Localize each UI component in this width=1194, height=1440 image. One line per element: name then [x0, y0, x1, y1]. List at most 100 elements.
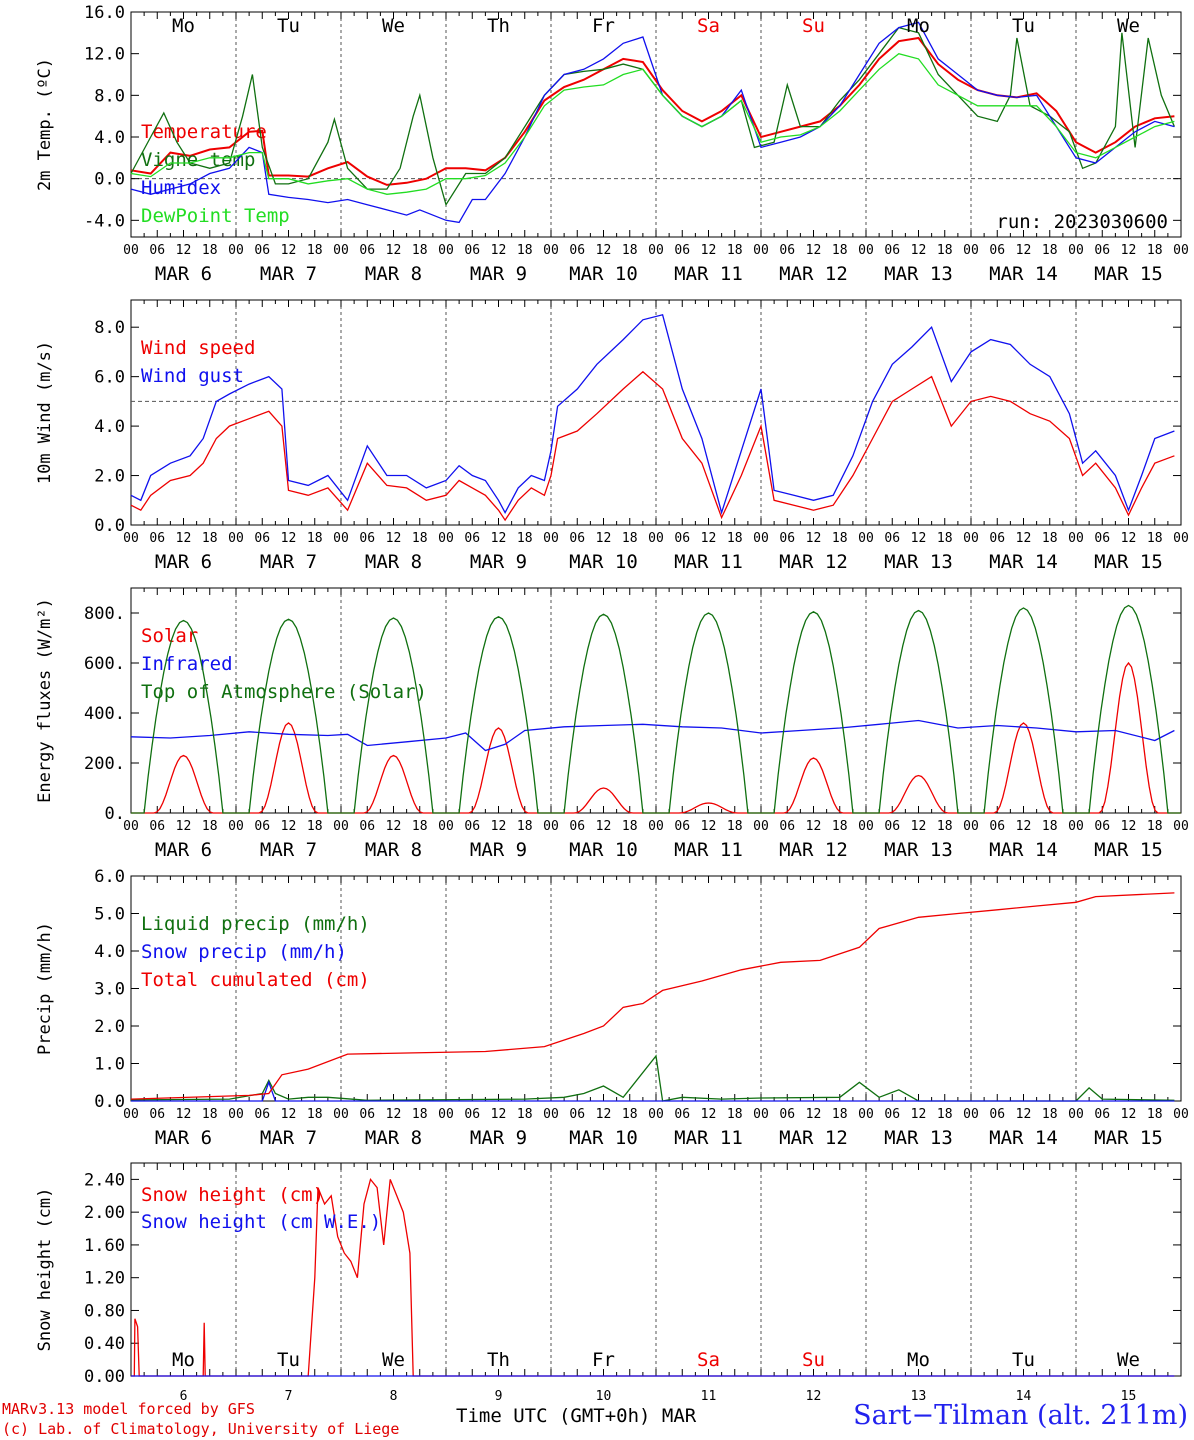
hour-tick-label: 12	[491, 243, 507, 258]
hour-tick-label: 12	[386, 243, 402, 258]
hour-tick-label: 12	[386, 819, 402, 834]
hour-tick-label: 12	[176, 819, 192, 834]
hour-tick-label: 12	[596, 1107, 612, 1122]
date-label: MAR 11	[674, 263, 743, 285]
day-label: Su	[802, 15, 825, 37]
hour-tick-label: 00	[858, 1107, 874, 1122]
hour-tick-label: 00	[543, 243, 559, 258]
day-label: Fr	[592, 15, 615, 37]
hour-tick-label: 06	[779, 531, 795, 546]
hour-tick-label: 12	[1121, 819, 1137, 834]
hour-tick-label: 00	[648, 531, 664, 546]
chart-panel-4: 6.0 5.0 4.0 3.0 2.0 1.0 0.0 Precip (mm/h) Liquid…	[35, 867, 1189, 1149]
hour-tick-label: 06	[254, 819, 270, 834]
hour-tick-label: 18	[727, 819, 743, 834]
hour-tick-label: 18	[1042, 531, 1058, 546]
y-tick-label: 2.40	[84, 1170, 125, 1190]
y-tick-label: 5.0	[94, 905, 125, 925]
date-number: 12	[806, 1389, 822, 1404]
hour-tick-label: 06	[779, 819, 795, 834]
date-number: 8	[390, 1389, 398, 1404]
y-tick-label: 0.40	[84, 1334, 125, 1354]
hour-tick-label: 12	[596, 531, 612, 546]
y-tick-label: 200.	[84, 754, 125, 774]
hour-tick-label: 00	[123, 243, 139, 258]
hour-tick-label: 00	[438, 1107, 454, 1122]
hour-tick-label: 12	[701, 531, 717, 546]
hour-tick-label: 18	[622, 531, 638, 546]
hour-tick-label: 06	[989, 243, 1005, 258]
hour-tick-label: 00	[753, 531, 769, 546]
date-label: MAR 10	[569, 1127, 638, 1149]
day-label: Sa	[697, 1349, 720, 1371]
day-label: Th	[487, 15, 510, 37]
legend-entry: Solar	[141, 625, 198, 647]
date-number: 6	[180, 1389, 188, 1404]
hour-tick-label: 18	[202, 531, 218, 546]
y-tick-label: -4.0	[84, 211, 125, 231]
plot-frame	[130, 11, 1182, 238]
day-label: We	[382, 1349, 405, 1371]
hour-tick-label: 18	[1042, 1107, 1058, 1122]
y-tick-label: 0.00	[84, 1367, 125, 1387]
site-title: Sart−Tilman (alt. 211m)	[853, 1400, 1188, 1431]
hour-tick-label: 12	[806, 531, 822, 546]
hour-tick-label: 00	[1173, 819, 1189, 834]
date-label: MAR 14	[989, 263, 1058, 285]
hour-tick-label: 12	[491, 1107, 507, 1122]
date-label: MAR 10	[569, 263, 638, 285]
hour-tick-label: 00	[858, 243, 874, 258]
hour-tick-label: 00	[753, 819, 769, 834]
hour-tick-label: 00	[333, 243, 349, 258]
date-label: MAR 7	[260, 263, 317, 285]
hour-tick-label: 12	[596, 819, 612, 834]
hour-tick-label: 06	[989, 531, 1005, 546]
hour-tick-label: 00	[753, 243, 769, 258]
hour-tick-label: 18	[832, 1107, 848, 1122]
hour-tick-label: 06	[674, 1107, 690, 1122]
hour-tick-label: 06	[464, 819, 480, 834]
hour-tick-label: 00	[228, 531, 244, 546]
hour-tick-label: 12	[1016, 531, 1032, 546]
hour-tick-label: 00	[228, 1107, 244, 1122]
hour-tick-label: 00	[1173, 531, 1189, 546]
date-label: MAR 8	[365, 1127, 422, 1149]
legend-entry: Wind gust	[141, 365, 244, 387]
hour-tick-label: 00	[228, 819, 244, 834]
y-axis-label: 2m Temp. (ºC)	[35, 58, 55, 191]
hour-tick-label: 12	[176, 1107, 192, 1122]
y-tick-label: 0.0	[94, 170, 125, 190]
y-tick-label: 600.	[84, 654, 125, 674]
hour-tick-label: 18	[412, 819, 428, 834]
hour-tick-label: 00	[648, 1107, 664, 1122]
day-label: Mo	[172, 15, 195, 37]
series-line-blue	[131, 1080, 1175, 1102]
hour-tick-label: 00	[963, 1107, 979, 1122]
hour-tick-label: 18	[307, 531, 323, 546]
hour-tick-label: 06	[569, 243, 585, 258]
hour-tick-label: 18	[622, 1107, 638, 1122]
hour-tick-label: 06	[884, 1107, 900, 1122]
hour-tick-label: 12	[701, 1107, 717, 1122]
y-tick-label: 4.0	[94, 942, 125, 962]
legend-entry: Wind speed	[141, 337, 255, 359]
credit-lab: (c) Lab. of Climatology, University of L…	[2, 1420, 400, 1438]
hour-tick-label: 00	[123, 531, 139, 546]
legend-entry: Snow height (cm W.E.)	[141, 1211, 381, 1233]
hour-tick-label: 00	[963, 243, 979, 258]
hour-tick-label: 00	[123, 1107, 139, 1122]
y-tick-label: 6.0	[94, 867, 125, 887]
hour-tick-label: 18	[202, 243, 218, 258]
hour-tick-label: 18	[727, 531, 743, 546]
day-label: Tu	[277, 1349, 300, 1371]
hour-tick-label: 06	[149, 243, 165, 258]
y-tick-label: 0.0	[94, 1092, 125, 1112]
date-label: MAR 15	[1094, 1127, 1163, 1149]
hour-tick-label: 00	[438, 819, 454, 834]
hour-tick-label: 12	[281, 243, 297, 258]
hour-tick-label: 06	[149, 531, 165, 546]
date-label: MAR 13	[884, 839, 953, 861]
legend-entry: Vigne temp	[141, 149, 255, 171]
hour-tick-label: 00	[858, 531, 874, 546]
